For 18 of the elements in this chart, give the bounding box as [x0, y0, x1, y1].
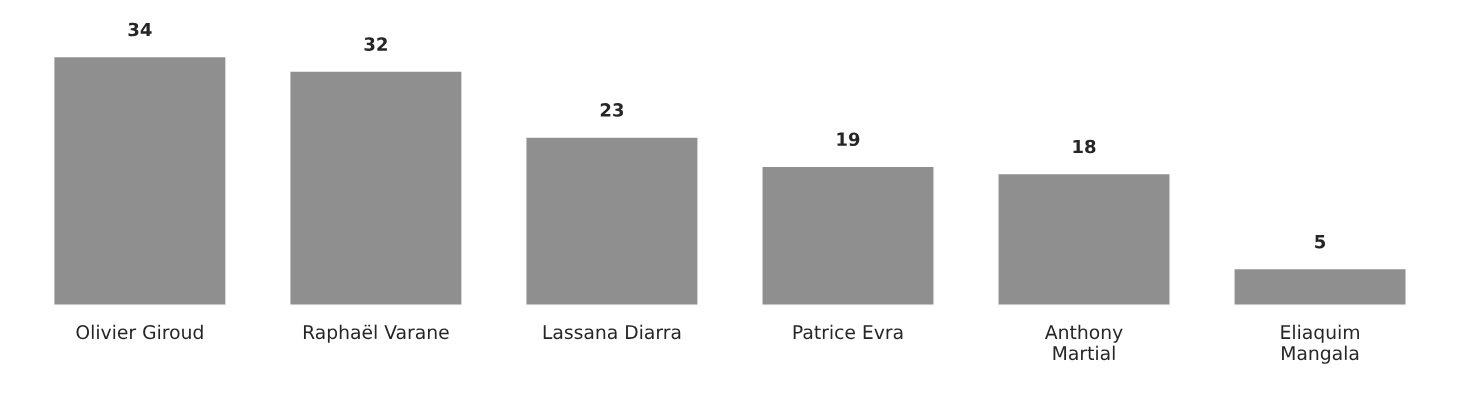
bar — [53, 55, 227, 306]
data-label: 19 — [837, 132, 860, 147]
bar — [525, 136, 699, 306]
data-label: 34 — [128, 22, 152, 37]
bar — [289, 70, 463, 306]
x-tick-label: Patrice Evra — [793, 324, 903, 340]
bar — [1233, 267, 1407, 306]
data-label: 32 — [364, 37, 387, 51]
x-tick-label: Anthony Martial — [1044, 324, 1123, 361]
bar — [997, 172, 1171, 306]
x-tick-label: Olivier Giroud — [76, 324, 203, 340]
data-label: 5 — [1315, 235, 1326, 249]
data-label: 18 — [1073, 139, 1096, 154]
x-tick-label: Lassana Diarra — [543, 324, 681, 340]
x-tick-label: Raphaël Varane — [303, 324, 449, 343]
x-tick-label: Eliaquim Mangala — [1281, 324, 1359, 364]
data-label: 23 — [600, 103, 624, 117]
bar — [761, 165, 935, 306]
